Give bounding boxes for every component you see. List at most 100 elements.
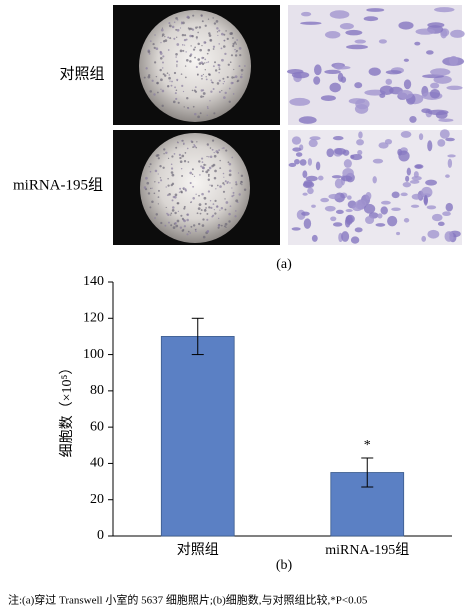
cell (199, 212, 202, 215)
cell (202, 89, 205, 92)
cell (208, 34, 212, 37)
cell (411, 193, 422, 200)
cell (151, 200, 154, 204)
cell (427, 229, 440, 239)
cell (196, 38, 198, 40)
cell (387, 215, 398, 227)
cell (214, 169, 217, 173)
cell (235, 49, 239, 52)
panel-label: (b) (276, 558, 293, 573)
cell (222, 83, 224, 85)
cell (226, 37, 229, 41)
cell (219, 159, 221, 162)
cell (194, 229, 197, 231)
cell (202, 73, 204, 76)
cell (161, 61, 164, 64)
cell (358, 131, 363, 139)
cell (175, 52, 178, 56)
cell (447, 154, 456, 158)
cell (200, 61, 204, 64)
cell (209, 155, 213, 159)
cell (186, 96, 189, 100)
cell (426, 50, 434, 55)
cell (444, 231, 454, 242)
cell (233, 76, 235, 79)
cell (215, 188, 217, 190)
cell (201, 45, 203, 47)
cell (160, 41, 162, 44)
cell (184, 152, 187, 154)
x-tick-label: 对照组 (177, 542, 219, 558)
cell (207, 48, 211, 52)
cell (162, 55, 165, 58)
cell (208, 206, 211, 209)
cell (157, 189, 160, 192)
cell (153, 61, 157, 64)
cell (410, 204, 420, 208)
cell (143, 76, 146, 79)
cell (320, 197, 330, 203)
cell (381, 200, 391, 205)
cell (162, 40, 166, 43)
cell (378, 39, 387, 44)
cell (340, 76, 347, 83)
cell (206, 61, 208, 64)
y-tick-label: 20 (90, 492, 104, 507)
cell (223, 33, 226, 36)
cell (223, 183, 226, 186)
error-bar (191, 317, 204, 356)
cell (227, 63, 230, 66)
cell (175, 97, 178, 101)
cell (151, 187, 153, 189)
cell (232, 44, 235, 48)
cell (366, 8, 385, 12)
cell (413, 171, 419, 178)
cell (307, 158, 313, 166)
cell (225, 30, 227, 32)
cell (179, 226, 183, 229)
cell (438, 118, 454, 122)
cell (350, 153, 363, 161)
cell (183, 207, 186, 210)
cell (403, 218, 410, 223)
cell (203, 196, 207, 200)
cell (189, 54, 192, 58)
cell (345, 29, 363, 36)
cell (331, 175, 342, 179)
cell (229, 205, 232, 207)
cell (409, 179, 420, 184)
cell (222, 77, 225, 80)
cell (301, 11, 312, 17)
cell (363, 16, 379, 22)
cell (173, 71, 177, 75)
cell (189, 232, 192, 234)
photo (288, 130, 462, 245)
cell (380, 206, 388, 215)
cell (160, 78, 163, 82)
cell (211, 139, 215, 142)
cell (157, 181, 160, 184)
dish (140, 133, 250, 243)
cell (195, 26, 198, 29)
cell (176, 80, 178, 82)
cell (208, 32, 211, 35)
cell (189, 34, 192, 38)
cell (219, 185, 222, 188)
cell (148, 52, 151, 55)
cell (375, 223, 386, 227)
cell (182, 90, 185, 93)
cell (180, 167, 183, 170)
cell (193, 144, 195, 146)
cell (163, 148, 166, 151)
cell (196, 212, 199, 215)
cell (425, 179, 437, 186)
cell (236, 39, 239, 41)
cell (292, 147, 302, 152)
cell (204, 69, 206, 71)
cell (332, 135, 344, 141)
cell (197, 42, 200, 46)
cell (216, 31, 219, 33)
row-label: miRNA-195组 (13, 176, 103, 193)
cell (423, 196, 428, 205)
cell (148, 166, 150, 168)
